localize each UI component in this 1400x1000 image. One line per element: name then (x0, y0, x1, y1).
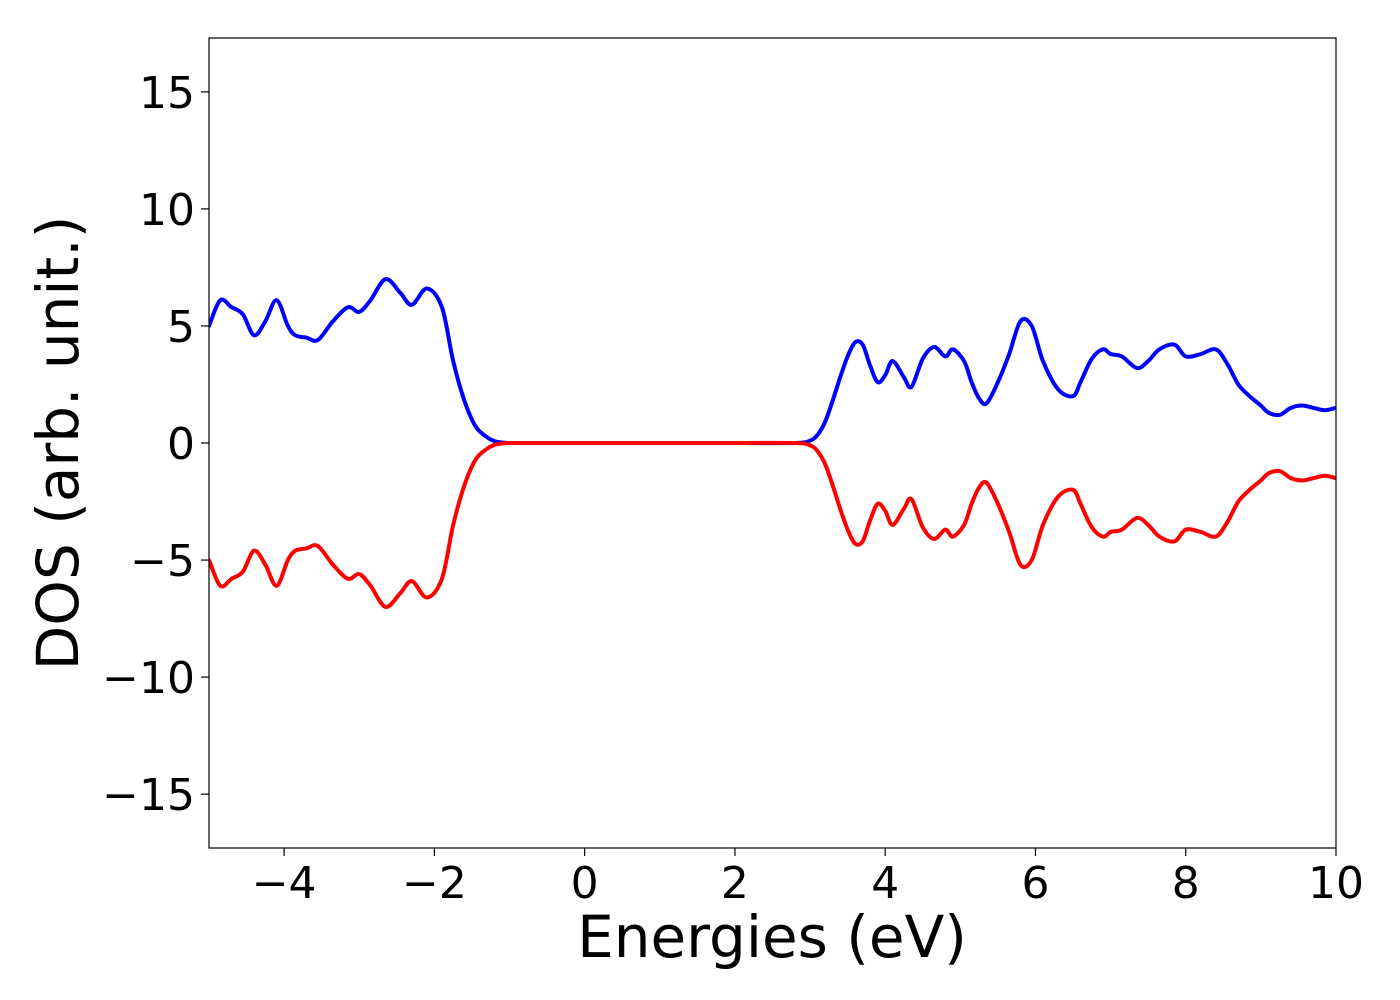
y-tick-label: −5 (130, 536, 195, 587)
y-tick-label: 0 (167, 419, 195, 470)
y-axis: −15 −10 −5 0 5 10 15 (102, 68, 209, 821)
y-tick-label: 15 (139, 68, 195, 119)
x-tick-label: 4 (871, 858, 899, 909)
x-tick-label: 6 (1021, 858, 1049, 909)
x-tick-label: 10 (1308, 858, 1364, 909)
series-line-2 (209, 440, 1336, 609)
x-tick-label: −2 (402, 858, 467, 909)
y-tick-label: 10 (139, 185, 195, 236)
y-tick-label: 5 (167, 302, 195, 353)
series-layer (209, 277, 1336, 609)
x-tick-label: 2 (721, 858, 749, 909)
x-axis-title: Energies (eV) (577, 903, 967, 971)
x-tick-label: 8 (1172, 858, 1200, 909)
x-tick-label: 0 (571, 858, 599, 909)
y-axis-title: DOS (arb. unit.) (24, 216, 92, 671)
series-line-1 (209, 277, 1336, 446)
y-tick-label: −10 (102, 653, 195, 704)
y-tick-label: −15 (102, 770, 195, 821)
x-tick-label: −4 (252, 858, 317, 909)
x-axis: −4 −2 0 2 4 6 8 10 (252, 848, 1364, 909)
